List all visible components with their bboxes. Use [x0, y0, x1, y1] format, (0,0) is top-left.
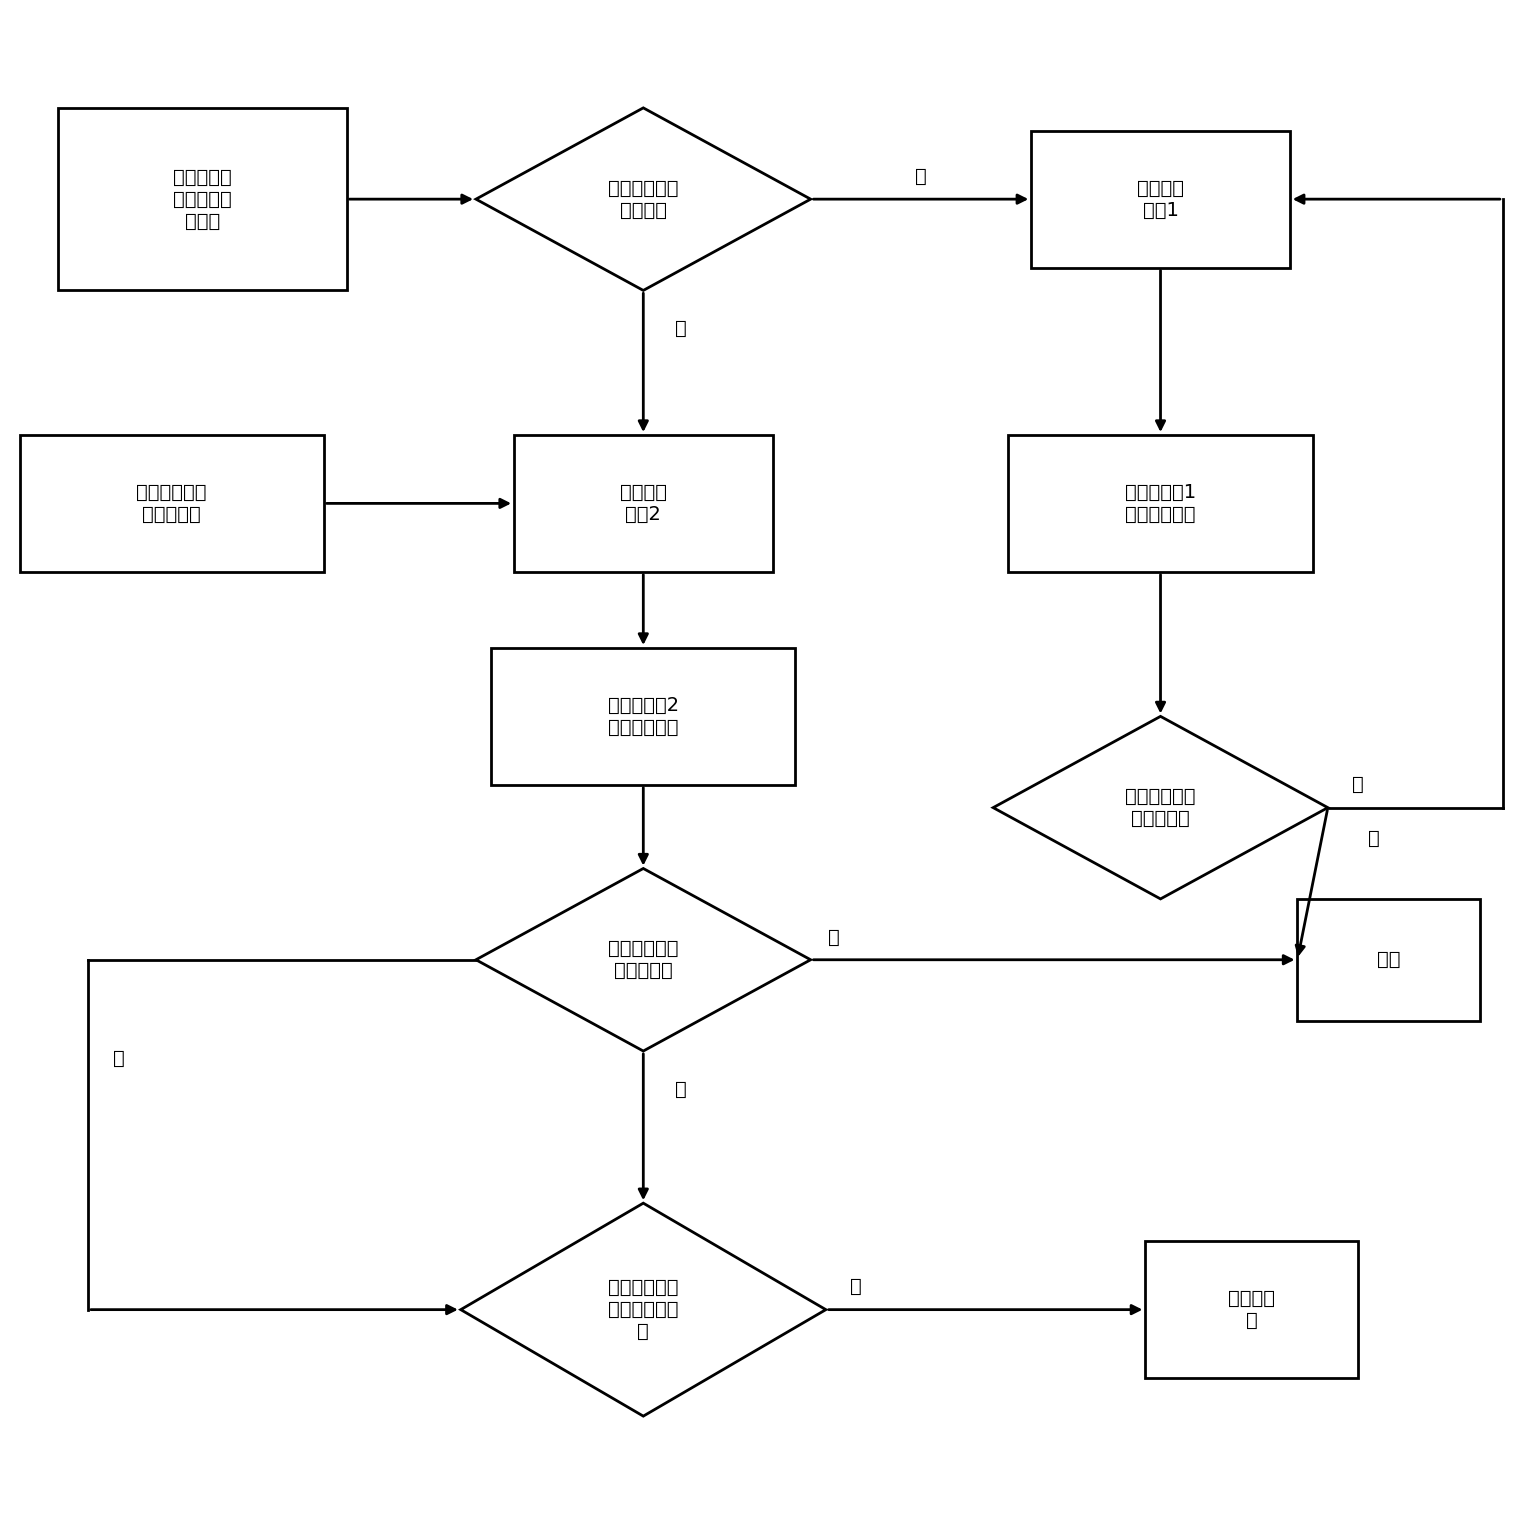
- FancyBboxPatch shape: [1008, 434, 1313, 572]
- FancyBboxPatch shape: [514, 434, 773, 572]
- Polygon shape: [476, 869, 811, 1052]
- Text: 是: 是: [1353, 776, 1365, 794]
- Text: 叻: 叻: [675, 1079, 687, 1099]
- Text: 否: 否: [915, 166, 927, 186]
- Text: 转发给邻
居: 转发给邻 居: [1229, 1289, 1276, 1330]
- Text: 是: 是: [851, 1277, 861, 1297]
- Polygon shape: [476, 108, 811, 291]
- Text: 存在邻居节点
可重构设备空
闲: 存在邻居节点 可重构设备空 闲: [607, 1279, 678, 1341]
- FancyBboxPatch shape: [491, 648, 796, 785]
- FancyBboxPatch shape: [1146, 1241, 1359, 1378]
- Text: 本地节点任
务集合中的
一任务: 本地节点任 务集合中的 一任务: [173, 168, 231, 230]
- Text: 进入等待
队列2: 进入等待 队列2: [620, 483, 667, 524]
- FancyBboxPatch shape: [1031, 131, 1290, 268]
- Text: 否: 否: [113, 1049, 124, 1068]
- Text: 本地节点可重
构设备空闲: 本地节点可重 构设备空闲: [607, 939, 678, 980]
- Polygon shape: [993, 716, 1328, 899]
- Polygon shape: [461, 1202, 826, 1416]
- FancyBboxPatch shape: [1297, 899, 1480, 1021]
- Text: 叻: 叻: [675, 319, 687, 338]
- Text: 本地节点通用
处理器空闲: 本地节点通用 处理器空闲: [1125, 786, 1196, 828]
- Text: 能在可重构设
备上运行: 能在可重构设 备上运行: [607, 178, 678, 219]
- Text: 由邻居节点转
发的一任务: 由邻居节点转 发的一任务: [136, 483, 207, 524]
- Text: 从等待队列2
中取一个任务: 从等待队列2 中取一个任务: [607, 696, 679, 738]
- Text: 执行: 执行: [1377, 951, 1400, 969]
- Text: 从等待队列1
中取一个任务: 从等待队列1 中取一个任务: [1125, 483, 1196, 524]
- Text: 是: 是: [828, 928, 840, 946]
- FancyBboxPatch shape: [20, 434, 324, 572]
- Text: 否: 否: [1368, 829, 1380, 847]
- Text: 进入等待
队列1: 进入等待 队列1: [1137, 178, 1184, 219]
- FancyBboxPatch shape: [58, 108, 347, 291]
